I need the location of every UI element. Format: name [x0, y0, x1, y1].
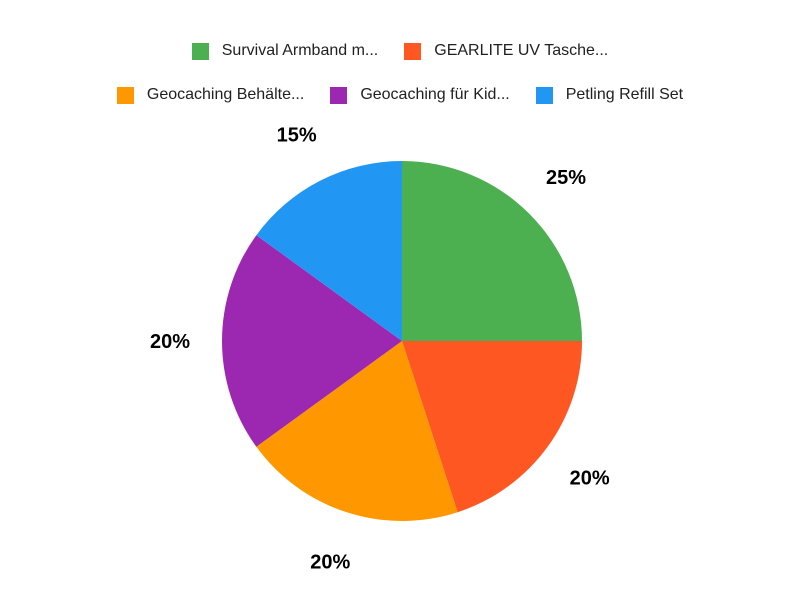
legend-row-1: Survival Armband m... GEARLITE UV Tasche.…	[191, 42, 608, 60]
pie-slice-0	[402, 161, 582, 341]
legend-item-label: Geocaching Behälte...	[146, 86, 305, 103]
legend-item: Geocaching Behälte...	[116, 86, 305, 104]
legend-swatch-icon	[191, 42, 209, 60]
legend-item-label: Survival Armband m...	[221, 42, 379, 59]
slice-percent-label: 20%	[310, 552, 350, 574]
legend-item-label: GEARLITE UV Tasche...	[434, 42, 609, 59]
legend-item: Petling Refill Set	[535, 86, 684, 104]
legend-row-2: Geocaching Behälte... Geocaching für Kid.…	[116, 86, 684, 104]
legend-item-label: Petling Refill Set	[565, 86, 684, 103]
pie-slice-4	[256, 161, 402, 341]
slice-percent-label: 15%	[277, 124, 317, 146]
pie-slice-3	[222, 235, 402, 447]
pie-slice-2	[256, 341, 458, 521]
slice-percent-label: 20%	[150, 331, 190, 353]
pie-slice-1	[402, 341, 582, 513]
legend-item: Geocaching für Kid...	[330, 86, 510, 104]
legend-swatch-icon	[330, 86, 348, 104]
legend-swatch-icon	[404, 42, 422, 60]
legend-swatch-icon	[535, 86, 553, 104]
slice-percent-label: 25%	[546, 167, 586, 189]
slice-percent-label: 20%	[570, 467, 610, 489]
legend-item: Survival Armband m...	[191, 42, 379, 60]
legend-item: GEARLITE UV Tasche...	[404, 42, 608, 60]
chart-legend: Survival Armband m... GEARLITE UV Tasche.…	[0, 42, 800, 104]
legend-swatch-icon	[116, 86, 134, 104]
legend-item-label: Geocaching für Kid...	[360, 86, 510, 103]
